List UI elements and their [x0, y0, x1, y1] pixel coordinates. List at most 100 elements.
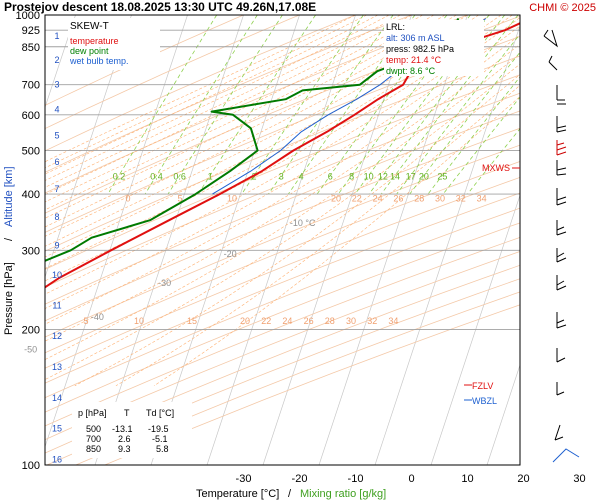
y-axis-label-pressure: Pressure [hPa] [3, 262, 15, 335]
isotherm-label: -10 °C [290, 218, 316, 228]
station-alt: alt: 306 m ASL [386, 33, 445, 43]
pressure-tick: 400 [22, 189, 40, 201]
moist-adiabat-label: 34 [388, 316, 398, 326]
moist-adiabat-label: 22 [261, 316, 271, 326]
moist-adiabat-line [45, 15, 491, 258]
levels-table-box [72, 402, 192, 458]
moist-adiabat-line [45, 15, 367, 169]
moist-adiabat-label: 22 [352, 194, 362, 204]
wind-barb-140 [556, 85, 566, 105]
plot-frame [44, 14, 521, 466]
dry-adiabat-line [45, 110, 520, 305]
moist-adiabat-line [45, 15, 423, 203]
y-axis-label-sep: / [3, 237, 15, 241]
moist-adiabat-label: 0 [125, 194, 130, 204]
isotherm-line [318, 15, 468, 465]
table-header-p: p [hPa] [78, 408, 107, 418]
isotherm-line [45, 15, 132, 279]
mixing-ratio-label: 0.2 [113, 171, 126, 181]
dry-adiabat-line [45, 236, 520, 427]
altitude-tick: 6 [54, 157, 59, 167]
legend-box [68, 18, 160, 70]
moist-adiabat-label: 5 [83, 316, 88, 326]
temperature-tick: 30 [573, 473, 585, 485]
dry-adiabat-line [45, 161, 520, 354]
pressure-tick: 500 [22, 145, 40, 157]
moist-adiabat-label: 26 [393, 194, 403, 204]
altitude-tick: 10 [52, 270, 62, 280]
moist-adiabat-line [45, 15, 379, 175]
dry-adiabat-line [45, 74, 520, 270]
wind-barb-160 [556, 116, 567, 133]
table-row-500-t: -13.1 [112, 424, 133, 434]
station-info-box [384, 20, 484, 76]
moist-adiabat-label: 10 [227, 194, 237, 204]
wind-barb-350 [556, 248, 567, 263]
moist-adiabat-lines [45, 15, 520, 387]
altitude-tick: 5 [54, 130, 59, 140]
isotherm-line [374, 24, 520, 465]
credit-text: CHMI © 2025 [529, 2, 596, 14]
isotherm-line [486, 363, 520, 465]
mixing-ratio-line [241, 15, 364, 195]
pressure-tick: 200 [22, 325, 40, 337]
isotherm-line [150, 15, 300, 465]
wind-barb-250 [556, 188, 567, 206]
mixing-ratio-line [144, 15, 258, 195]
mixing-ratio-label: 17 [406, 171, 416, 181]
wind-barb-700 [556, 382, 565, 396]
moist-adiabat-label: 15 [187, 316, 197, 326]
pressure-tick-labels: 100 200 300 400 500 600 700 850 925 1000 [16, 10, 40, 472]
moist-adiabat-line [153, 96, 520, 387]
altitude-tick: 4 [54, 105, 59, 115]
wbzl-label: WBZL [472, 396, 497, 406]
temperature-tick: 20 [517, 473, 529, 485]
wind-barb-500 [556, 312, 567, 329]
moist-adiabat-line [45, 15, 435, 211]
temperature-tick: 10 [461, 473, 473, 485]
fzlv-label: FZLV [472, 381, 493, 391]
dry-adiabat-line [45, 264, 520, 454]
isotherm-line [94, 15, 244, 465]
isotherm-line [45, 15, 188, 448]
mixing-ratio-label: 20 [419, 171, 429, 181]
altitude-tick: 8 [54, 212, 59, 222]
mixing-ratio-label: 25 [437, 171, 447, 181]
altitude-tick: 12 [52, 331, 62, 341]
legend-wetbulb: wet bulb temp. [69, 56, 129, 66]
wind-barbs [543, 29, 580, 463]
mixing-ratio-line [167, 15, 283, 195]
isotherm-label: -50 [24, 344, 37, 354]
isotherm-label: -20 [224, 249, 237, 259]
altitude-tick: 14 [52, 393, 62, 403]
moist-adiabat-label: 5 [177, 194, 182, 204]
mixing-ratio-label: 10 [364, 171, 374, 181]
isotherm-line [206, 15, 356, 465]
mixing-ratio-label: 8 [349, 171, 354, 181]
isobar-lines [45, 15, 520, 465]
moist-adiabat-label: 28 [325, 316, 335, 326]
mixing-ratio-label: 3 [279, 171, 284, 181]
altitude-tick: 3 [54, 79, 59, 89]
pressure-tick: 700 [22, 80, 40, 92]
station-dwpt: dwpt: 8.6 °C [386, 66, 436, 76]
moist-adiabat-label: 32 [367, 316, 377, 326]
wind-barb-200 [556, 160, 567, 176]
moist-adiabat-line [115, 84, 520, 387]
moist-adiabat-label: 10 [134, 316, 144, 326]
dry-adiabat-line [45, 192, 520, 384]
wind-barb-120 [548, 55, 558, 71]
pressure-tick: 300 [22, 245, 40, 257]
table-row-700-t: 2.6 [118, 434, 131, 444]
profiles [45, 17, 520, 289]
moist-adiabat-label: 30 [435, 194, 445, 204]
isotherm-line [430, 194, 520, 465]
table-header-t: T [124, 408, 130, 418]
table-row-700-p: 700 [86, 434, 101, 444]
wind-barb-100 [543, 29, 558, 48]
dry-adiabat-line [45, 144, 520, 338]
table-row-850-td: 5.8 [156, 444, 169, 454]
temperature-tick: -10 [348, 473, 364, 485]
moist-adiabat-label: 30 [346, 316, 356, 326]
